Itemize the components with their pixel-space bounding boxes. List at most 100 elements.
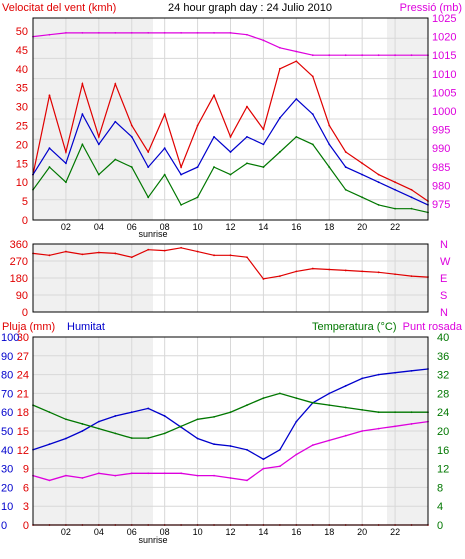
series-point: [361, 270, 364, 273]
series-point: [295, 453, 298, 456]
series-point: [311, 54, 314, 57]
series-point: [114, 83, 117, 85]
series-point: [311, 143, 314, 146]
tick-label: 1015: [432, 50, 456, 62]
panel3-grid: [33, 337, 428, 525]
series-point: [394, 188, 396, 191]
tick-label: 1010: [432, 69, 456, 81]
series-point: [377, 411, 380, 414]
series-point: [97, 420, 100, 423]
series-point: [97, 135, 100, 138]
series-point: [196, 250, 199, 253]
series-point: [48, 479, 51, 482]
tick-label: 4: [437, 501, 443, 513]
x-tick-label: 16: [291, 527, 301, 537]
series-point: [295, 270, 298, 273]
tick-label: 30: [1, 464, 13, 476]
x-tick-label: 08: [160, 527, 170, 537]
series-point: [229, 173, 232, 176]
series-point: [246, 404, 248, 407]
series-point: [344, 166, 347, 168]
series-point: [361, 408, 364, 411]
series-point: [344, 269, 347, 272]
x-tick-label: 06: [127, 527, 137, 537]
series-point: [410, 423, 413, 425]
series-point: [361, 196, 364, 199]
tick-label: S: [440, 290, 447, 302]
series-point: [147, 472, 150, 475]
x-tick-label: 12: [225, 527, 235, 537]
tick-label: 70: [1, 388, 13, 400]
x-tick-label: 18: [324, 527, 334, 537]
tick-label: 8: [437, 482, 443, 494]
series-point: [246, 256, 248, 259]
series-point: [295, 60, 298, 63]
x-tick-label: 22: [390, 222, 400, 232]
tick-label: 80: [1, 370, 13, 382]
x-tick-label: 20: [357, 222, 367, 232]
tick-label: 12: [17, 445, 29, 457]
series-point: [262, 458, 265, 461]
series-point: [229, 445, 232, 447]
tick-label: 45: [16, 45, 28, 57]
series-point: [163, 113, 166, 116]
series-point: [213, 166, 215, 168]
tick-label: 24: [17, 370, 29, 382]
series-point: [295, 98, 298, 100]
series-point: [196, 31, 199, 34]
dewpoint-axis-label: Punt rosada: [403, 321, 463, 333]
panel1-left-ticks: 0 5 10 15 20 25 30 35 40 45 50: [16, 26, 28, 227]
x-tick-label: 12: [225, 222, 235, 232]
series-point: [65, 250, 67, 253]
series-point: [262, 166, 265, 168]
x-tick-label: 02: [61, 527, 71, 537]
panel2-frame: [32, 243, 429, 313]
series-point: [163, 415, 166, 417]
series-point: [328, 439, 331, 442]
pressure-axis-label: Pressió (mb): [400, 2, 462, 14]
series-point: [213, 94, 215, 97]
series-point: [262, 278, 265, 280]
series-point: [81, 143, 84, 146]
tick-label: 35: [16, 83, 28, 95]
series-point: [262, 143, 265, 146]
series-point: [410, 207, 413, 210]
series-point: [278, 275, 281, 278]
series-point: [97, 472, 100, 475]
series-point: [311, 113, 314, 116]
x-tick-label: 10: [193, 222, 203, 232]
tick-label: 20: [437, 426, 449, 438]
series-point: [262, 39, 265, 42]
series-point: [344, 406, 347, 409]
series-point: [196, 166, 199, 168]
series-point: [361, 54, 364, 57]
tick-label: 30: [16, 102, 28, 114]
series-point: [213, 254, 215, 257]
series-point: [48, 94, 51, 97]
series-point: [328, 404, 331, 407]
series-point: [114, 120, 117, 123]
series-point: [229, 31, 232, 34]
series-point: [328, 268, 331, 271]
tick-label: 16: [437, 445, 449, 457]
tick-label: 20: [1, 482, 13, 494]
series-point: [81, 477, 84, 479]
tick-label: 0: [22, 215, 28, 227]
chart-title: 24 hour graph day : 24 Julio 2010: [168, 2, 332, 14]
series-point: [130, 437, 133, 439]
tick-label: 40: [16, 64, 28, 76]
tick-label: 0: [23, 520, 29, 532]
tick-label: 270: [10, 256, 28, 268]
series-point: [213, 443, 215, 446]
tick-label: 36: [437, 351, 449, 363]
tick-label: N: [440, 307, 448, 319]
series-point: [147, 407, 150, 410]
series-point: [65, 474, 67, 477]
tick-label: E: [440, 273, 447, 285]
series-point: [377, 373, 380, 376]
series-point: [97, 251, 100, 254]
series-point: [262, 128, 265, 131]
series-point: [394, 181, 396, 184]
tick-label: 50: [1, 426, 13, 438]
series-point: [213, 474, 215, 477]
